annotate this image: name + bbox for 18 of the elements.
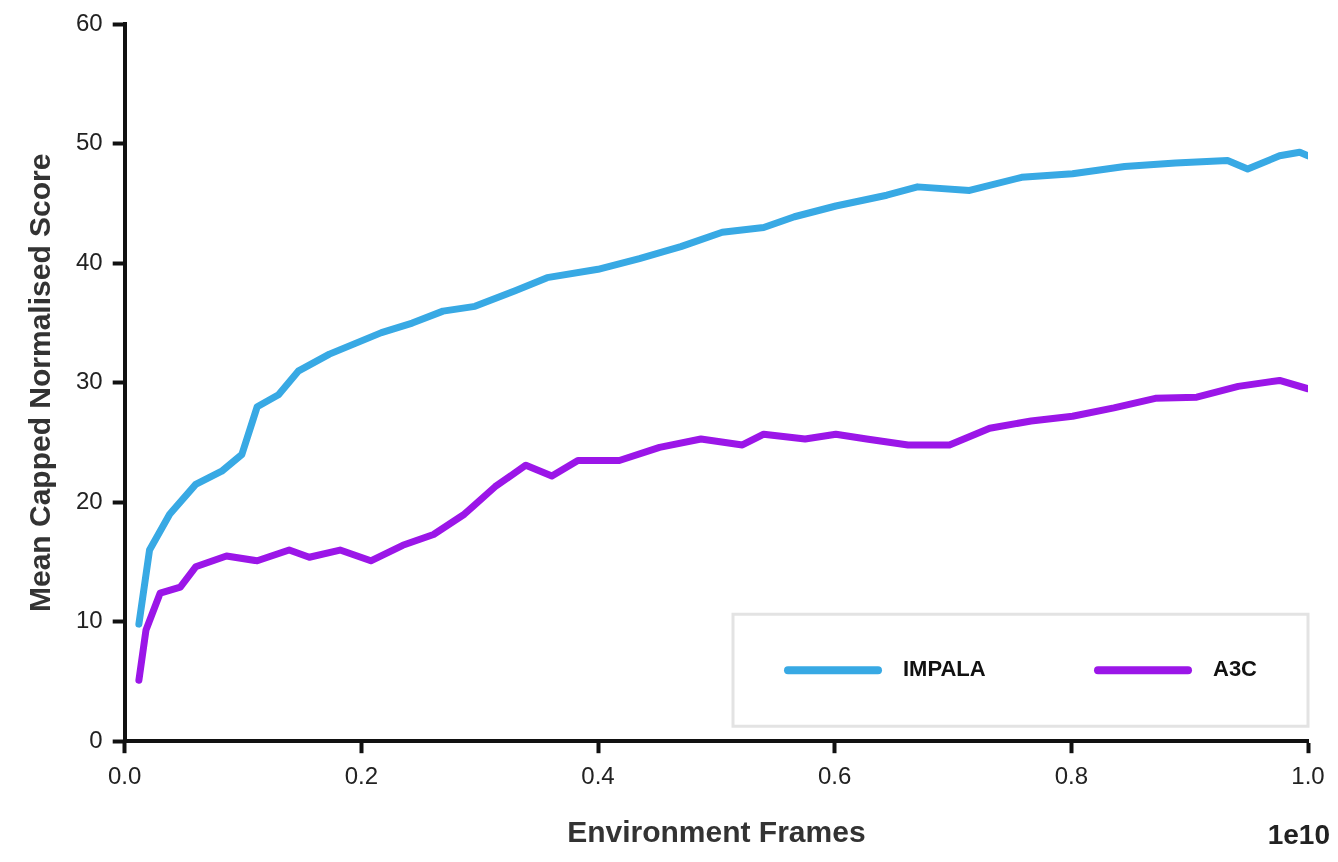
x-tick-label: 0.2 (344, 762, 379, 790)
x-axis-title: Environment Frames (567, 815, 866, 849)
legend-label: IMPALA (903, 656, 986, 682)
y-axis-title: Mean Capped Normalised Score (23, 153, 57, 613)
text: 1e10 (1267, 818, 1330, 850)
y-tick-label: 40 (75, 247, 103, 275)
x-tick-label: 0.8 (1054, 762, 1089, 790)
y-tick-label: 30 (75, 367, 103, 395)
y-tick-label: 50 (75, 128, 103, 156)
x-tick-label: 0.6 (817, 762, 852, 790)
x-tick-label: 1.0 (1291, 762, 1325, 790)
y-tick-label: 60 (75, 9, 103, 37)
x-tick-label: 0.4 (581, 762, 615, 790)
x-tick-label: 0.0 (108, 762, 142, 790)
y-tick-label: 20 (75, 486, 103, 514)
legend-label: A3C (1213, 656, 1258, 682)
y-tick-label: 10 (75, 606, 103, 634)
y-tick-label: 0 (89, 725, 103, 753)
